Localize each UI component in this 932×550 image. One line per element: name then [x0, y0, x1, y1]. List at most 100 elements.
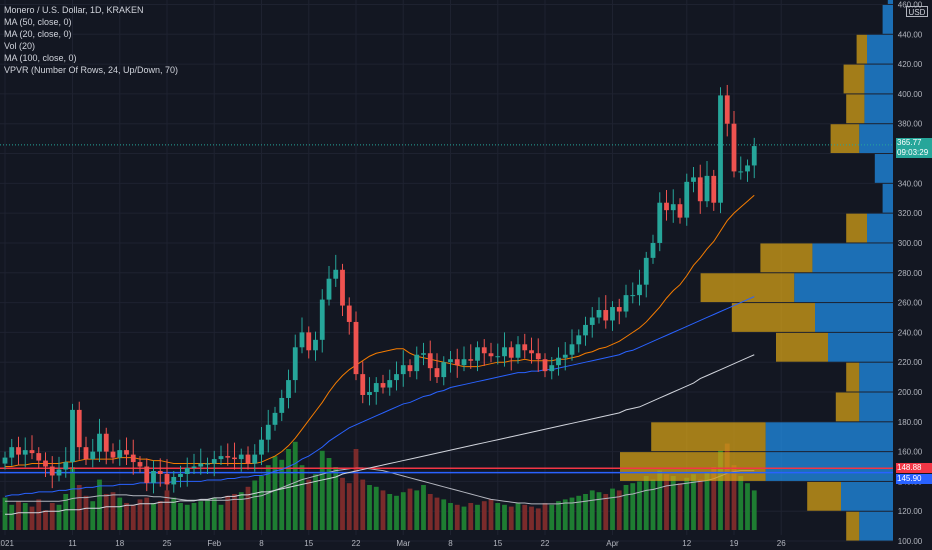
volume-bar [286, 449, 291, 530]
candle-body [346, 305, 352, 322]
y-tick-label: 380.00 [898, 120, 923, 129]
vpvr-up-bar [828, 332, 893, 362]
legend-ma20[interactable]: MA (20, close, 0) [4, 29, 72, 39]
volume-bar [117, 497, 123, 530]
candle-body [502, 347, 507, 357]
legend-vpvr[interactable]: VPVR (Number Of Rows, 24, Up/Down, 70) [4, 65, 179, 75]
vpvr-down-bar [856, 34, 867, 64]
volume-bar [697, 479, 703, 530]
x-tick-label: 19 [730, 539, 739, 548]
candle-body [70, 409, 75, 463]
legend-ma100[interactable]: MA (100, close, 0) [4, 53, 77, 63]
volume-bar [738, 476, 744, 530]
currency-badge[interactable]: USD [906, 6, 928, 17]
vpvr-up-bar [867, 34, 893, 64]
candle-body [272, 412, 278, 425]
volume-bar [225, 495, 231, 530]
candle-body [22, 450, 28, 455]
volume-bar [333, 467, 339, 530]
candle-body [535, 353, 541, 360]
volume-bar [83, 495, 89, 530]
candle-body [596, 310, 602, 318]
candle-body [738, 171, 744, 173]
candle-body [569, 344, 575, 355]
candle-body [643, 257, 649, 285]
candle-body [171, 476, 177, 485]
volume-bar [427, 494, 433, 530]
volume-bar [373, 486, 379, 530]
vpvr-down-bar [731, 303, 815, 332]
volume-bar [56, 504, 62, 530]
volume-bar [164, 490, 170, 530]
volume-bar [495, 503, 501, 530]
candle-body [198, 463, 204, 467]
candle-body [225, 456, 231, 458]
volume-bar [178, 503, 183, 530]
candle-body [461, 359, 467, 366]
volume-bar [400, 492, 406, 530]
candle-body [542, 359, 548, 372]
legend-ma50[interactable]: MA (50, close, 0) [4, 17, 72, 27]
volume-bar [191, 503, 197, 530]
volume-bar [508, 506, 514, 530]
legend-vol[interactable]: Vol (20) [4, 41, 36, 51]
symbol-title[interactable]: Monero / U.S. Dollar, 1D, KRAKEN [4, 5, 144, 15]
y-tick-label: 440.00 [898, 30, 923, 39]
volume-bar [421, 485, 426, 530]
vpvr-up-bar [864, 64, 893, 94]
candle-body [232, 457, 237, 460]
candle-body [205, 463, 210, 465]
vpvr-down-bar [700, 273, 795, 303]
y-tick-label: 320.00 [898, 209, 923, 218]
volume-bar [326, 458, 332, 530]
candle-body [724, 95, 730, 124]
candle-body [2, 457, 8, 464]
volume-bar [650, 479, 656, 530]
volume-bar [211, 497, 217, 530]
candle-body [43, 460, 48, 467]
candle-body [745, 165, 750, 172]
vpvr-up-bar [765, 452, 893, 481]
volume-bar [360, 479, 366, 530]
candle-body [29, 450, 35, 454]
volume-bar [306, 479, 312, 530]
candle-body [414, 354, 420, 372]
volume-bar [583, 494, 588, 530]
candle-body [623, 295, 629, 312]
candle-body [218, 456, 224, 460]
candle-body [76, 409, 82, 448]
candle-body [124, 450, 129, 455]
volume-bar [691, 474, 696, 530]
candle-body [751, 146, 757, 166]
volume-bar [569, 497, 575, 530]
candle-body [441, 362, 447, 378]
volume-bar [670, 476, 676, 530]
volume-bar [502, 504, 507, 530]
candle-body [677, 204, 683, 218]
candle-body [407, 365, 413, 372]
candle-body [252, 454, 258, 464]
x-tick-label: 15 [304, 539, 313, 548]
candle-body [164, 473, 170, 485]
x-tick-label: 25 [163, 539, 172, 548]
vpvr-up-bar [859, 362, 893, 392]
volume-bar [664, 474, 669, 530]
candle-body [16, 447, 21, 455]
vpvr-down-bar [651, 422, 766, 452]
candle-body [319, 299, 325, 340]
y-tick-label: 280.00 [898, 269, 923, 278]
candle-body [36, 453, 42, 461]
candle-body [576, 335, 582, 345]
volume-bar [259, 476, 264, 530]
vpvr-up-bar [882, 4, 893, 34]
volume-profile [620, 0, 893, 541]
y-tick-label: 180.00 [898, 418, 923, 427]
candle-body [292, 347, 298, 381]
volume-bar [434, 497, 440, 530]
candle-body [340, 269, 345, 306]
volume-bar [637, 481, 642, 530]
volume-bar [340, 477, 345, 530]
candle-body [151, 471, 156, 483]
candle-body [603, 310, 609, 321]
